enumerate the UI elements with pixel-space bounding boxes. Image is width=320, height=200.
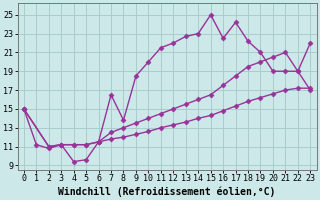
X-axis label: Windchill (Refroidissement éolien,°C): Windchill (Refroidissement éolien,°C)	[58, 186, 276, 197]
